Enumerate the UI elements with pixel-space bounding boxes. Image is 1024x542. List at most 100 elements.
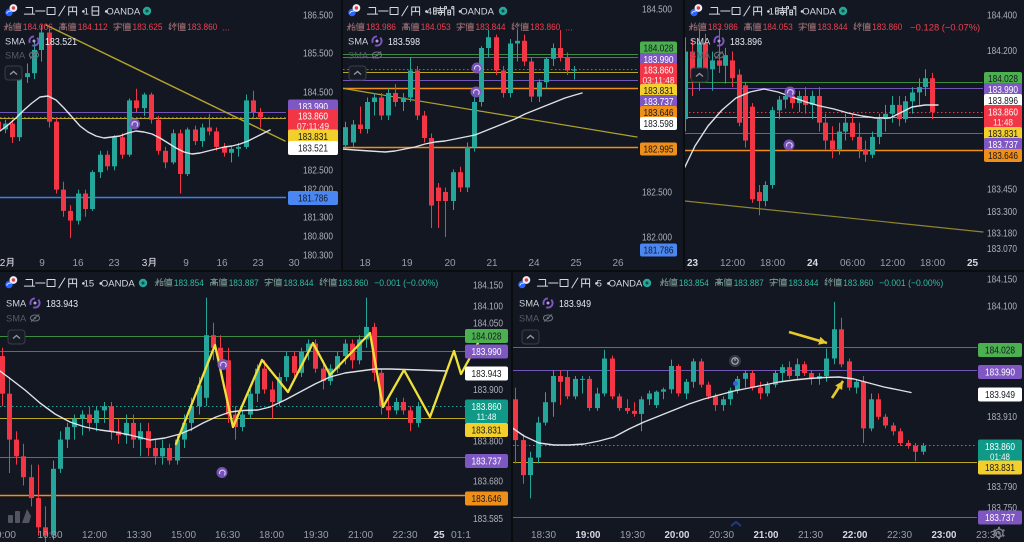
svg-text:183.646: 183.646: [988, 151, 1018, 162]
svg-text:184.150: 184.150: [987, 275, 1017, 286]
svg-text:185.500: 185.500: [303, 49, 333, 60]
svg-text:183.949: 183.949: [985, 390, 1015, 401]
svg-text:23:00: 23:00: [932, 530, 957, 541]
svg-text:183.860: 183.860: [985, 442, 1015, 453]
svg-text:23:30: 23:30: [976, 530, 1001, 541]
svg-text:181.786: 181.786: [298, 194, 328, 205]
svg-text:184.053: 184.053: [763, 22, 793, 32]
svg-text:4: 4: [427, 7, 432, 18]
svg-text:183.625: 183.625: [133, 22, 163, 32]
svg-text:184.100: 184.100: [987, 302, 1017, 313]
svg-text:1: 1: [769, 7, 774, 18]
svg-text:10:30: 10:30: [38, 530, 63, 541]
svg-text:SMA: SMA: [5, 51, 26, 61]
svg-text:183.860: 183.860: [298, 112, 328, 123]
svg-text:22:30: 22:30: [887, 530, 912, 541]
svg-text:183.887: 183.887: [734, 278, 764, 288]
svg-text:12:00: 12:00: [880, 258, 905, 269]
svg-text:1: 1: [84, 7, 89, 18]
svg-text:183.598: 183.598: [644, 119, 674, 130]
svg-text:184.200: 184.200: [987, 46, 1017, 57]
svg-text:20:30: 20:30: [709, 530, 734, 541]
svg-text:184.050: 184.050: [473, 319, 503, 330]
svg-text:SMA: SMA: [690, 37, 711, 47]
svg-text:183.949: 183.949: [559, 299, 591, 310]
svg-text:183.990: 183.990: [298, 102, 328, 113]
svg-text:OANDA: OANDA: [460, 7, 494, 18]
svg-text:183.737: 183.737: [472, 457, 502, 468]
svg-text:22:00: 22:00: [843, 530, 868, 541]
svg-text:9:00: 9:00: [0, 530, 16, 541]
svg-text:184.500: 184.500: [642, 5, 672, 16]
svg-text:180.800: 180.800: [303, 232, 333, 243]
svg-text:16: 16: [216, 258, 228, 269]
svg-text:183.521: 183.521: [45, 37, 77, 48]
svg-text:19:00: 19:00: [576, 530, 601, 541]
svg-text:183.646: 183.646: [472, 494, 502, 505]
svg-text:12:00: 12:00: [720, 258, 745, 269]
svg-text:183.990: 183.990: [644, 55, 674, 66]
svg-text:184.112: 184.112: [78, 22, 108, 32]
svg-text:183.860: 183.860: [187, 22, 217, 32]
svg-text:SMA: SMA: [5, 37, 26, 47]
svg-text:182.000: 182.000: [642, 233, 672, 244]
svg-text:183.300: 183.300: [987, 207, 1017, 218]
svg-text:183.854: 183.854: [679, 278, 709, 288]
svg-text:01:1: 01:1: [451, 530, 471, 541]
svg-text:183.598: 183.598: [388, 37, 420, 48]
svg-text:SMA: SMA: [690, 51, 711, 61]
svg-text:11:48: 11:48: [993, 118, 1013, 128]
svg-text:19:30: 19:30: [304, 530, 329, 541]
svg-text:21: 21: [486, 258, 498, 269]
svg-text:184.028: 184.028: [472, 332, 502, 343]
svg-text:23: 23: [687, 258, 699, 269]
svg-text:07:11:49: 07:11:49: [297, 122, 329, 132]
svg-text:183.943: 183.943: [46, 299, 78, 310]
svg-text:184.053: 184.053: [421, 22, 451, 32]
svg-text:181.300: 181.300: [303, 213, 333, 224]
svg-text:182.995: 182.995: [644, 145, 674, 156]
svg-text:182.000: 182.000: [303, 185, 333, 196]
svg-text:183.860: 183.860: [988, 108, 1018, 119]
svg-text:21:00: 21:00: [348, 530, 373, 541]
svg-text:183.986: 183.986: [366, 22, 396, 32]
svg-text:183.831: 183.831: [988, 129, 1018, 140]
svg-text:18:00: 18:00: [760, 258, 785, 269]
svg-text:183.986: 183.986: [708, 22, 738, 32]
svg-text:24: 24: [807, 258, 819, 269]
svg-text:−0.128 (−0.07%): −0.128 (−0.07%): [910, 23, 980, 33]
svg-text:22:30: 22:30: [393, 530, 418, 541]
svg-text:183.860: 183.860: [472, 402, 502, 413]
svg-text:183.860: 183.860: [338, 278, 368, 288]
svg-text:183.521: 183.521: [298, 144, 328, 155]
svg-text:−0.001 (−0.00%): −0.001 (−0.00%): [374, 278, 438, 288]
svg-text:183.844: 183.844: [284, 278, 314, 288]
svg-text:183.844: 183.844: [818, 22, 848, 32]
svg-text:182.500: 182.500: [642, 188, 672, 199]
svg-text:11:48: 11:48: [477, 412, 497, 422]
svg-text:5: 5: [597, 279, 602, 290]
svg-text:SMA: SMA: [6, 299, 27, 309]
svg-text:21:30: 21:30: [798, 530, 823, 541]
svg-text:183.910: 183.910: [987, 412, 1017, 423]
svg-text:OANDA: OANDA: [101, 279, 135, 290]
svg-text:183.860: 183.860: [872, 22, 902, 32]
svg-text:184.028: 184.028: [985, 346, 1015, 357]
svg-text:183.831: 183.831: [644, 86, 674, 97]
svg-text:183.790: 183.790: [987, 482, 1017, 493]
svg-text:183.800: 183.800: [473, 437, 503, 448]
svg-text:...: ...: [565, 23, 573, 33]
svg-text:183.896: 183.896: [988, 96, 1018, 107]
svg-text:183.990: 183.990: [472, 347, 502, 358]
svg-text:SMA: SMA: [519, 299, 540, 309]
svg-text:181.786: 181.786: [644, 246, 674, 257]
svg-text:184.028: 184.028: [988, 74, 1018, 85]
svg-text:186.500: 186.500: [303, 11, 333, 22]
svg-text:15: 15: [84, 279, 95, 290]
svg-text:183.860: 183.860: [644, 66, 674, 77]
svg-text:9: 9: [39, 258, 45, 269]
svg-text:16:30: 16:30: [215, 530, 240, 541]
svg-text:20: 20: [444, 258, 456, 269]
svg-text:180.300: 180.300: [303, 251, 333, 262]
svg-text:21:00: 21:00: [754, 530, 779, 541]
